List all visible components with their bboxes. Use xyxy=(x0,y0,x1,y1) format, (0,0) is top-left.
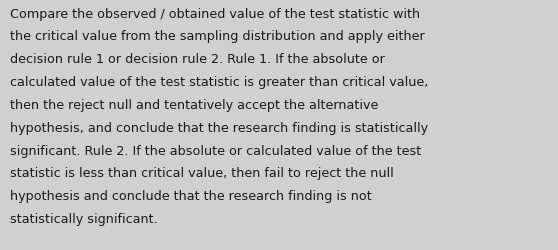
Text: the critical value from the sampling distribution and apply either: the critical value from the sampling dis… xyxy=(10,30,425,43)
Text: Compare the observed / obtained value of the test statistic with: Compare the observed / obtained value of… xyxy=(10,8,420,20)
Text: hypothesis and conclude that the research finding is not: hypothesis and conclude that the researc… xyxy=(10,190,372,202)
Text: decision rule 1 or decision rule 2. Rule 1. If the absolute or: decision rule 1 or decision rule 2. Rule… xyxy=(10,53,385,66)
Text: calculated value of the test statistic is greater than critical value,: calculated value of the test statistic i… xyxy=(10,76,429,89)
Text: statistic is less than critical value, then fail to reject the null: statistic is less than critical value, t… xyxy=(10,167,394,180)
Text: statistically significant.: statistically significant. xyxy=(10,212,158,225)
Text: significant. Rule 2. If the absolute or calculated value of the test: significant. Rule 2. If the absolute or … xyxy=(10,144,421,157)
Text: hypothesis, and conclude that the research finding is statistically: hypothesis, and conclude that the resear… xyxy=(10,121,428,134)
Text: then the reject null and tentatively accept the alternative: then the reject null and tentatively acc… xyxy=(10,98,378,112)
